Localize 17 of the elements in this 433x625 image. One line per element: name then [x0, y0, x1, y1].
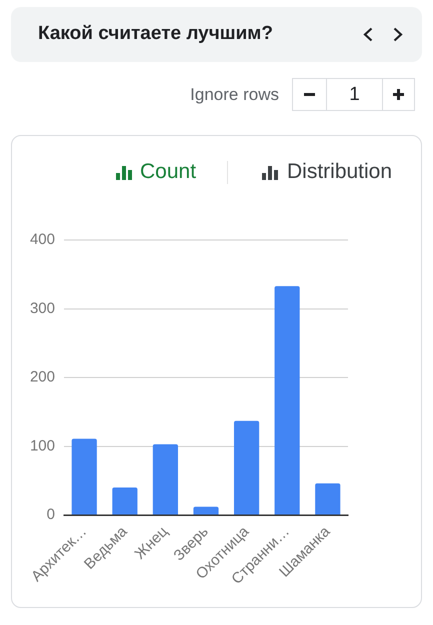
- bar: [112, 488, 138, 514]
- bar: [315, 483, 340, 514]
- bar: [152, 444, 178, 514]
- text: Distribution: [287, 160, 392, 184]
- bar: [274, 286, 300, 514]
- bar: [193, 506, 219, 514]
- number-stepper: 1: [292, 78, 415, 111]
- text: Count: [140, 160, 196, 184]
- chart-title: Какой считаете лучшим?: [38, 23, 273, 45]
- y-tick-label: 300: [30, 300, 55, 317]
- bar: [72, 438, 97, 514]
- y-tick-label: 200: [30, 368, 55, 386]
- text: Ignore rows: [190, 85, 279, 105]
- bar: [234, 420, 260, 514]
- y-tick-label: 0: [46, 506, 55, 524]
- y-tick-label: 400: [30, 231, 55, 248]
- y-tick-label: 100: [30, 437, 55, 454]
